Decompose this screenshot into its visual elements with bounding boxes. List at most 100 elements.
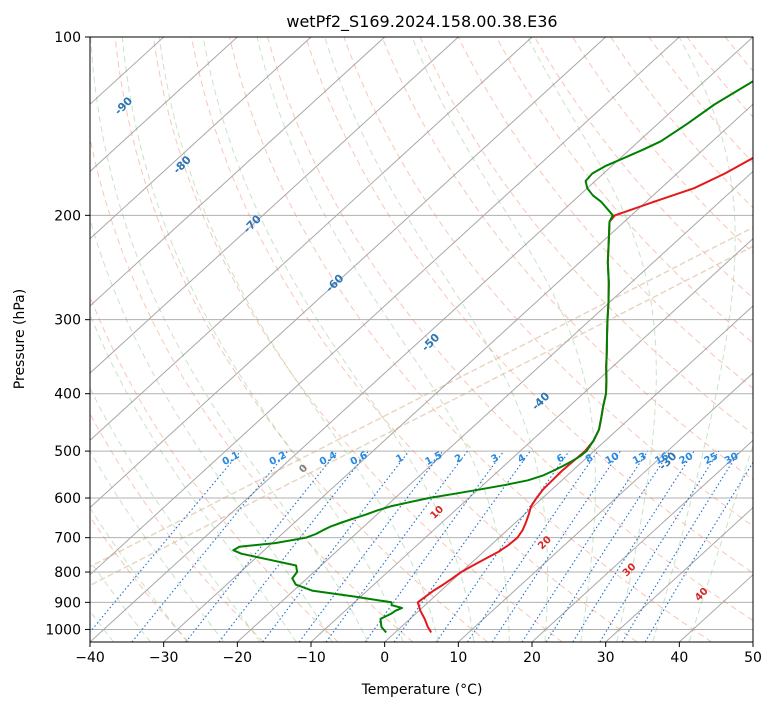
dry-adiabat xyxy=(343,37,753,527)
isotherm-gridline xyxy=(531,439,753,642)
chart-title: wetPf2_S169.2024.158.00.38.E36 xyxy=(286,12,557,32)
x-tick-label: 50 xyxy=(744,650,762,666)
mixing-ratio-line xyxy=(262,450,410,642)
dry-adiabat xyxy=(190,37,638,642)
dry-adiabat xyxy=(419,37,753,435)
plot-area: -90-80-70-60-50-40-300.1 0.2 0.4 0.6 1 1.5 2 3 4… xyxy=(90,37,775,642)
mixing-ratio-line xyxy=(131,450,289,642)
moist-adiabat xyxy=(90,559,151,642)
mixing-ratio-label: 13 xyxy=(631,451,648,467)
mixing-ratio-line xyxy=(621,450,740,642)
dry-adiabat xyxy=(152,37,563,642)
isotherm-gridline xyxy=(90,37,459,374)
isotherm-gridline xyxy=(90,37,312,240)
isotherm-gridline xyxy=(90,37,386,307)
isotherm-gridline xyxy=(90,37,680,576)
moist-adiabat-label: 10 xyxy=(429,504,447,522)
y-tick-label: 700 xyxy=(54,531,81,547)
dry-adiabat xyxy=(495,37,753,344)
moist-adiabat xyxy=(256,37,510,642)
x-tick-label: −20 xyxy=(223,650,253,666)
x-tick-label: 40 xyxy=(670,650,688,666)
mixing-ratio-line xyxy=(90,450,242,633)
x-tick-label: 10 xyxy=(449,650,467,666)
mixing-ratio-label: 0.2 xyxy=(268,450,289,468)
y-tick-label: 1000 xyxy=(45,622,81,638)
dry-adiabat-label: -50 xyxy=(419,331,442,354)
dry-adiabat xyxy=(90,295,339,642)
dewpoint-profile-line xyxy=(232,80,753,634)
x-tick-label: −40 xyxy=(75,650,105,666)
mixing-ratio-line xyxy=(521,450,649,642)
mixing-ratio-line xyxy=(545,450,671,642)
dry-adiabat xyxy=(686,37,753,118)
dry-adiabat xyxy=(90,135,414,642)
plot-frame xyxy=(89,36,754,643)
mixing-ratio-label: 25 xyxy=(702,451,719,467)
mixing-ratio-line xyxy=(393,450,531,642)
moist-adiabat xyxy=(158,37,439,642)
isotherm-gridline xyxy=(605,506,753,642)
dry-adiabat xyxy=(267,37,753,622)
mixing-ratio-label: 20 xyxy=(678,451,695,467)
isotherm-gridline xyxy=(90,37,533,442)
y-tick-label: 300 xyxy=(54,313,81,329)
mixing-ratio-label: 2 xyxy=(453,452,464,465)
y-tick-label: 400 xyxy=(54,387,81,403)
moist-adiabat xyxy=(324,37,549,642)
dry-adiabat xyxy=(648,37,753,164)
dry-adiabat xyxy=(457,37,753,389)
y-tick-label: 500 xyxy=(54,444,81,460)
x-axis-label: Temperature (°C) xyxy=(361,682,483,698)
mixing-ratio-line xyxy=(298,450,444,642)
moist-adiabat xyxy=(121,37,404,642)
isotherm-gridline xyxy=(384,305,753,642)
moist-adiabat-label: 20 xyxy=(536,534,554,552)
mixing-ratio-label: 0.4 xyxy=(318,450,339,468)
dry-adiabat xyxy=(763,37,775,642)
moist-adiabat xyxy=(90,37,369,642)
dry-adiabat xyxy=(534,37,753,299)
isotherm-gridline xyxy=(236,170,753,642)
x-tick-label: 30 xyxy=(597,650,615,666)
y-tick-label: 600 xyxy=(54,491,81,507)
saturation-curve xyxy=(90,245,753,587)
mixing-ratio-label: 3 xyxy=(489,452,500,465)
moist-adiabat xyxy=(90,217,333,642)
isotherm-gridline xyxy=(457,372,753,642)
moist-adiabat xyxy=(90,387,261,642)
dry-adiabat xyxy=(305,37,753,574)
dry-adiabat xyxy=(229,37,712,642)
moist-adiabat xyxy=(90,313,297,642)
isotherm-gridline xyxy=(752,641,753,642)
y-tick-label: 200 xyxy=(54,208,81,224)
mixing-ratio-line xyxy=(325,450,468,642)
y-tick-label: 100 xyxy=(54,30,81,46)
y-axis-label: Pressure (hPa) xyxy=(12,289,28,389)
dry-adiabat xyxy=(381,37,753,481)
mixing-ratio-line xyxy=(491,450,621,642)
mixing-ratio-label: 8 xyxy=(584,452,595,465)
moist-adiabat-label: 30 xyxy=(621,561,639,579)
dry-adiabat xyxy=(90,515,190,642)
saturation-curve xyxy=(90,226,753,568)
mixing-ratio-line xyxy=(599,450,720,642)
moist-adiabat xyxy=(652,37,736,642)
isotherm-gridline xyxy=(310,237,753,642)
moist-adiabat xyxy=(411,37,596,642)
mixing-ratio-label: 6 xyxy=(555,452,566,465)
moist-adiabat xyxy=(688,444,753,642)
mixing-ratio-line xyxy=(364,450,505,642)
moist-adiabat-label: 40 xyxy=(693,586,711,604)
mixing-ratio-label: 1 xyxy=(394,452,405,465)
y-tick-label: 900 xyxy=(54,595,81,611)
dry-adiabat xyxy=(724,37,753,72)
mixing-ratio-line xyxy=(572,450,695,642)
mixing-ratio-line xyxy=(467,450,599,642)
x-tick-label: −10 xyxy=(296,650,326,666)
mixing-ratio-label: 4 xyxy=(516,452,527,465)
isotherm-gridline xyxy=(90,37,753,642)
mixing-ratio-label: 10 xyxy=(604,451,621,467)
